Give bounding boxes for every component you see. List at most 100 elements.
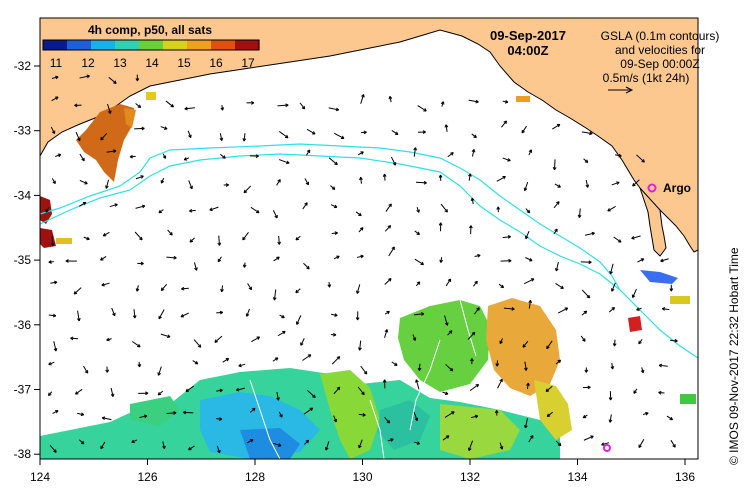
velocity-arrow — [608, 391, 613, 401]
velocity-arrow — [555, 359, 562, 365]
velocity-arrow — [444, 124, 449, 132]
x-tick-label: 130 — [352, 470, 372, 484]
velocity-arrow — [670, 439, 676, 448]
colorbar-cell — [133, 40, 137, 50]
velocity-arrow — [636, 154, 645, 163]
colorbar-cell — [247, 40, 251, 50]
velocity-arrow — [50, 236, 55, 246]
colorbar-cell — [157, 40, 161, 50]
colorbar-cell — [118, 40, 122, 50]
velocity-arrow — [165, 100, 174, 108]
velocity-arrow — [501, 120, 507, 128]
velocity-arrow — [608, 414, 613, 423]
velocity-arrow — [295, 235, 301, 241]
velocity-arrow — [496, 206, 501, 213]
colorbar-cell — [46, 40, 50, 50]
colorbar-cell — [256, 40, 260, 50]
y-tick-label: -32 — [14, 59, 32, 73]
colorbar-cell — [169, 40, 173, 50]
velocity-arrow — [162, 441, 166, 450]
velocity-arrow — [414, 441, 421, 445]
velocity-arrow — [360, 365, 368, 375]
velocity-arrow — [75, 131, 81, 142]
velocity-arrow — [438, 222, 443, 232]
colorbar-cell — [187, 40, 191, 50]
velocity-arrow — [245, 308, 250, 317]
colorbar-cell — [211, 40, 215, 50]
velocity-arrow — [305, 149, 311, 156]
velocity-arrow — [525, 208, 531, 214]
velocity-arrow — [500, 258, 512, 263]
gsla-contours — [39, 143, 699, 359]
colorbar-cell — [79, 40, 83, 50]
colorbar-cell — [55, 40, 59, 50]
colorbar-cell — [88, 40, 92, 50]
velocity-arrow — [166, 411, 177, 415]
velocity-arrow — [272, 357, 279, 362]
velocity-arrow — [640, 367, 645, 374]
velocity-arrow — [180, 312, 189, 318]
velocity-arrow — [524, 361, 528, 371]
velocity-arrow — [636, 307, 642, 311]
velocity-arrow — [105, 179, 110, 189]
velocity-arrow — [250, 206, 260, 214]
velocity-arrow — [166, 255, 177, 260]
velocity-arrow — [129, 154, 136, 159]
velocity-arrow — [182, 410, 194, 415]
velocity-arrow — [611, 181, 620, 186]
legend-line-2: and velocities for — [615, 43, 705, 57]
velocity-arrow — [158, 309, 165, 320]
velocity-arrow — [251, 336, 261, 343]
velocity-arrow — [131, 439, 138, 444]
velocity-arrow — [414, 312, 425, 316]
velocity-arrow — [216, 445, 221, 454]
velocity-arrow — [555, 282, 564, 289]
colorbar-cell — [73, 40, 77, 50]
colorbar-cell — [217, 40, 221, 50]
velocity-arrow — [384, 278, 392, 285]
colorbar-cell — [82, 40, 86, 50]
colorbar-cell — [244, 40, 248, 50]
velocity-arrow — [277, 235, 282, 245]
velocity-arrow — [83, 365, 89, 374]
velocity-arrow — [139, 414, 148, 419]
velocity-arrow — [503, 307, 515, 311]
colorbar-cell — [193, 40, 197, 50]
velocity-arrow — [358, 439, 363, 449]
velocity-arrow — [48, 313, 57, 318]
velocity-arrow — [417, 105, 427, 112]
velocity-arrow — [416, 207, 420, 213]
colorbar-cell — [58, 40, 62, 50]
velocity-arrow — [78, 439, 85, 445]
velocity-arrow — [246, 439, 254, 444]
velocity-arrow — [358, 413, 366, 417]
velocity-arrow — [495, 360, 500, 367]
velocity-arrow — [100, 133, 108, 141]
velocity-arrow — [439, 257, 444, 263]
velocity-arrow — [135, 103, 142, 108]
velocity-arrow — [79, 74, 90, 79]
velocity-arrow — [552, 123, 561, 130]
velocity-arrow — [388, 246, 395, 257]
velocity-arrow — [438, 174, 443, 181]
colorbar-tick-label: 15 — [177, 56, 191, 70]
velocity-arrow — [188, 180, 193, 190]
velocity-arrow — [391, 361, 398, 366]
velocity-arrow — [414, 230, 420, 236]
velocity-arrow — [502, 235, 511, 239]
velocity-arrow — [502, 157, 511, 162]
velocity-arrow — [160, 177, 165, 184]
colorbar-cell — [109, 40, 113, 50]
velocity-arrow — [220, 285, 224, 293]
velocity-arrow — [278, 411, 283, 418]
colorbar-cell — [139, 40, 143, 50]
velocity-arrow — [415, 281, 421, 287]
colorbar-cell — [184, 40, 188, 50]
velocity-arrow — [638, 438, 645, 448]
colorbar-cell — [43, 40, 47, 50]
velocity-arrow — [184, 106, 195, 111]
velocity-arrow — [633, 388, 638, 394]
velocity-arrow — [447, 152, 454, 158]
colorbar-cell — [199, 40, 203, 50]
velocity-arrow — [584, 367, 589, 373]
